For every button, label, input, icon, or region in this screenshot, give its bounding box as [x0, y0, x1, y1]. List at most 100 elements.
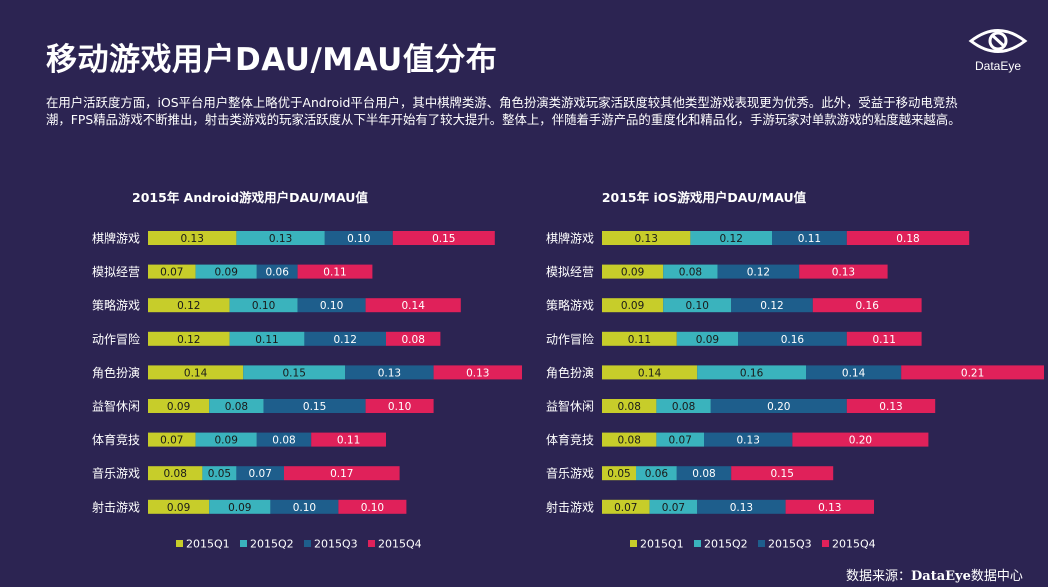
data-label: 0.16: [740, 367, 764, 379]
bar-segment: [148, 499, 210, 514]
data-label: 0.14: [638, 367, 662, 379]
bar-segment: [697, 365, 806, 380]
bar-segment: [324, 231, 393, 245]
legend-label: 2015Q4: [378, 538, 422, 551]
category-label: 角色扮演: [92, 365, 140, 380]
dataeye-logo: DataEye: [966, 26, 1030, 74]
category-label: 音乐游戏: [92, 466, 140, 481]
data-label: 0.14: [402, 300, 426, 312]
category-label: 射击游戏: [92, 499, 140, 514]
legend-swatch: [630, 540, 637, 547]
bar-segment: [311, 432, 386, 447]
data-label: 0.13: [181, 233, 204, 245]
bar-segment: [148, 399, 210, 413]
legend-swatch: [694, 540, 701, 547]
data-label: 0.07: [249, 468, 272, 480]
description-text: 在用户活跃度方面，iOS平台用户整体上略优于Android平台用户，其中棋牌类游…: [46, 95, 961, 127]
category-label: 模拟经营: [92, 265, 140, 279]
data-label: 0.11: [323, 267, 346, 279]
data-label: 0.10: [347, 233, 370, 245]
data-label: 0.12: [177, 300, 200, 312]
data-label: 0.11: [337, 435, 360, 447]
data-label: 0.08: [272, 435, 295, 447]
bar-segment: [270, 499, 339, 514]
data-label: 0.21: [961, 367, 984, 379]
bar-segment: [738, 331, 847, 346]
data-label: 0.13: [879, 401, 902, 413]
data-label: 0.07: [669, 435, 692, 447]
logo-text: DataEye: [974, 59, 1022, 73]
bar-segment: [602, 264, 664, 279]
data-label: 0.06: [266, 267, 290, 279]
data-label: 0.10: [252, 300, 275, 312]
bar-segment: [846, 331, 922, 346]
bar-segment: [602, 499, 650, 514]
data-label: 0.08: [679, 267, 702, 279]
legend-swatch: [758, 540, 765, 547]
category-label: 体育竞技: [92, 432, 140, 447]
legend-swatch: [368, 540, 375, 547]
bar-segment: [710, 399, 847, 413]
data-label: 0.15: [432, 233, 455, 245]
category-label: 益智休闲: [546, 399, 594, 414]
data-label: 0.15: [303, 401, 326, 413]
data-label: 0.12: [177, 334, 200, 346]
bar-segment: [690, 231, 772, 245]
source-brand: DataEye: [911, 569, 971, 584]
bar-segment: [209, 499, 271, 514]
bar-segment: [195, 432, 257, 447]
legend-label: 2015Q3: [314, 538, 358, 551]
category-label: 益智休闲: [92, 399, 140, 414]
data-label: 0.07: [160, 435, 183, 447]
data-label: 0.09: [696, 334, 719, 346]
source-prefix: 数据来源：: [846, 569, 912, 584]
category-label: 策略游戏: [546, 298, 594, 313]
data-label: 0.12: [720, 233, 743, 245]
bar-segment: [806, 365, 902, 380]
data-label: 0.12: [747, 267, 770, 279]
bar-segment: [229, 331, 305, 346]
data-label: 0.08: [618, 401, 641, 413]
page-title: 移动游戏用户DAU/MAU值分布: [46, 42, 498, 78]
bar-segment: [785, 499, 874, 514]
bar-segment: [345, 365, 434, 380]
bar-segment: [901, 365, 1044, 380]
bar-segment: [602, 331, 677, 346]
bar-segment: [602, 399, 657, 413]
android-chart: 2015年 Android游戏用户DAU/MAU值 棋牌游戏 0.13 0.13 0.1…: [60, 180, 540, 560]
bar-segment: [649, 499, 698, 514]
bar-segment: [602, 298, 664, 313]
bar-segment: [676, 331, 738, 346]
data-label: 0.11: [873, 334, 896, 346]
legend-label: 2015Q2: [704, 538, 748, 551]
data-label: 0.15: [771, 468, 794, 480]
legend-swatch: [304, 540, 311, 547]
bar-segment: [195, 264, 257, 279]
category-label: 动作冒险: [546, 331, 594, 346]
data-label: 0.15: [283, 367, 306, 379]
bar-segment: [656, 399, 711, 413]
bar-segment: [297, 264, 373, 279]
bar-segment: [148, 231, 237, 245]
bar-segment: [717, 264, 800, 279]
data-label: 0.09: [167, 502, 190, 514]
bar-segment: [636, 466, 677, 481]
data-label: 0.09: [621, 267, 644, 279]
data-label: 0.08: [692, 468, 715, 480]
bar-segment: [386, 331, 441, 346]
bar-segment: [365, 298, 461, 313]
data-label: 0.08: [164, 468, 187, 480]
bar-segment: [338, 499, 407, 514]
data-label: 0.10: [320, 300, 343, 312]
data-label: 0.14: [842, 367, 866, 379]
bar-segment: [792, 432, 929, 447]
data-label: 0.13: [269, 233, 292, 245]
bar-segment: [148, 298, 230, 313]
ios-chart-title: 2015年 iOS游戏用户DAU/MAU值: [602, 190, 807, 205]
data-label: 0.16: [856, 300, 880, 312]
data-label: 0.12: [334, 334, 357, 346]
category-label: 棋牌游戏: [546, 232, 594, 246]
ios-chart: 2015年 iOS游戏用户DAU/MAU值棋牌游戏 0.13 0.12 0.11 0.1…: [514, 180, 1044, 560]
data-label: 0.09: [167, 401, 190, 413]
data-label: 0.05: [208, 468, 231, 480]
